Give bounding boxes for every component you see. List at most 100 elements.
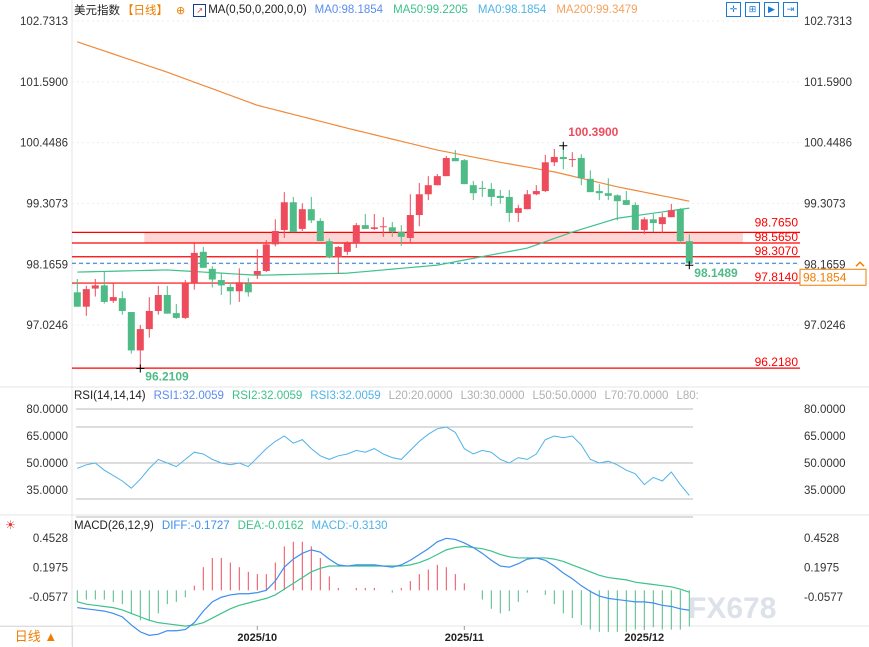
candle-body (334, 247, 342, 258)
y-tick-right: 101.5900 (804, 77, 852, 89)
candle-body (343, 243, 351, 252)
candle-body (631, 204, 639, 230)
rsi-legend-item-7: L80: (676, 390, 699, 402)
candle-body (127, 312, 135, 351)
candle-body (523, 194, 531, 210)
extreme-marker (136, 364, 145, 373)
level-label: 96.2180 (755, 355, 799, 369)
candle-body (514, 208, 522, 213)
play-icon[interactable]: ▶ (764, 2, 779, 17)
y-tick-left: 102.7313 (20, 16, 68, 28)
y-tick-left: 99.3073 (26, 198, 68, 210)
candle-body (226, 286, 234, 292)
candle-body (415, 194, 423, 216)
macd-tick-right: -0.0577 (804, 592, 843, 604)
watermark-logo: FX678 (688, 592, 777, 625)
rsi-title: RSI(14,14,14) (74, 390, 146, 402)
period-tag[interactable]: 【日线】 (122, 5, 168, 17)
macd-title: MACD(26,12,9) (74, 520, 154, 532)
x-tick-label: 2025/11 (445, 632, 484, 644)
rsi-legend-item-1: RSI2:32.0059 (231, 390, 303, 402)
high-label: 100.3900 (568, 125, 618, 139)
candle-body (307, 209, 315, 221)
low-label: 96.2109 (145, 369, 189, 383)
candle-body (451, 158, 459, 162)
level-label: 98.3070 (755, 244, 799, 258)
low-label: 98.1489 (694, 266, 738, 280)
macd-settings-icon[interactable]: ☀ (5, 518, 16, 532)
rsi-legend-item-6: L70:70.0000 (604, 390, 669, 402)
candle-body (406, 215, 414, 238)
candle-body (622, 200, 630, 205)
macd-tick-left: -0.0577 (29, 592, 68, 604)
candle-body (649, 219, 657, 224)
diff-line (77, 537, 690, 636)
ma-value-3: MA200:99.3479 (556, 4, 638, 16)
candle-body (172, 313, 180, 318)
candle-body (82, 289, 90, 307)
rsi-tick-left: 35.0000 (26, 485, 68, 497)
candle-body (505, 196, 513, 213)
level-label: 98.5650 (755, 230, 799, 244)
ma-values: MA0:98.1854 MA50:99.2205 MA0:98.1854 MA200:… (315, 4, 638, 16)
candle-body (442, 158, 450, 177)
symbol-title: 美元指数 (74, 5, 120, 17)
candle-body (397, 232, 405, 237)
candle-body (91, 285, 99, 289)
candle-body (496, 195, 504, 198)
extreme-marker (559, 141, 568, 150)
candle-body (253, 271, 261, 275)
rsi-legend-item-2: RSI3:32.0059 (310, 390, 381, 402)
candle-body (595, 191, 603, 194)
candle-body (208, 268, 216, 280)
candle-body (145, 310, 153, 330)
crosshair-icon[interactable]: ✛ (726, 2, 741, 17)
macd-legend-item-1: DEA:-0.0162 (237, 520, 304, 532)
macd-legend-item-0: DIFF:-0.1727 (161, 520, 230, 532)
candle-body (541, 162, 549, 192)
candle-body (316, 220, 324, 242)
candle-body (181, 283, 189, 318)
candle-body (280, 202, 288, 230)
rsi-legend-item-0: RSI1:32.0059 (153, 390, 224, 402)
settings-target-icon[interactable]: ⊕ (176, 4, 186, 17)
candle-body (640, 219, 648, 230)
candle-body (73, 292, 81, 307)
y-tick-left: 100.4486 (20, 138, 68, 150)
zoom-range-icon[interactable]: ⊞ (745, 2, 760, 17)
ma-value-1: MA50:99.2205 (393, 4, 468, 16)
x-tick-label: 2025/10 (237, 632, 277, 644)
ma-value-2: MA0:98.1854 (477, 4, 547, 16)
ma50-line (77, 207, 690, 276)
candle-body (685, 241, 693, 264)
macd-tick-right: 0.4528 (804, 533, 839, 545)
candle-body (388, 227, 396, 232)
candle-body (100, 285, 108, 302)
candle-body (550, 156, 558, 163)
rsi-tick-right: 80.0000 (804, 404, 846, 416)
ma200-line (77, 41, 690, 202)
chart-toolbar: ✛ ⊞ ▶ ⇥ (726, 2, 798, 17)
rsi-legend: RSI1:32.0059 RSI2:32.0059 RSI3:32.0059 L20:… (154, 390, 699, 402)
period-button[interactable]: 日线 ▲ (0, 626, 73, 647)
macd-legend-item-2: MACD:-0.3130 (311, 520, 388, 532)
candle-body (244, 283, 252, 293)
candle-body (586, 178, 594, 193)
candle-body (460, 160, 468, 185)
candle-body (136, 329, 144, 351)
level-label: 98.7650 (755, 215, 799, 229)
export-icon[interactable]: ⇥ (783, 2, 798, 17)
rsi-header: RSI(14,14,14) RSI1:32.0059 RSI2:32.0059 RS… (74, 390, 699, 402)
x-tick-label: 2025/12 (624, 632, 664, 644)
candle-body (109, 297, 117, 301)
rsi-tick-right: 35.0000 (804, 485, 846, 497)
candle-body (577, 158, 585, 179)
indicator-chart-icon[interactable]: ↗ (193, 3, 207, 17)
y-tick-right: 99.3073 (804, 198, 846, 210)
candle-body (289, 202, 297, 233)
ma-label[interactable]: MA(0,50,0,200,0,0) (208, 4, 307, 16)
macd-tick-right: 0.1975 (804, 562, 839, 574)
candle-body (199, 251, 207, 268)
candle-body (361, 225, 369, 229)
